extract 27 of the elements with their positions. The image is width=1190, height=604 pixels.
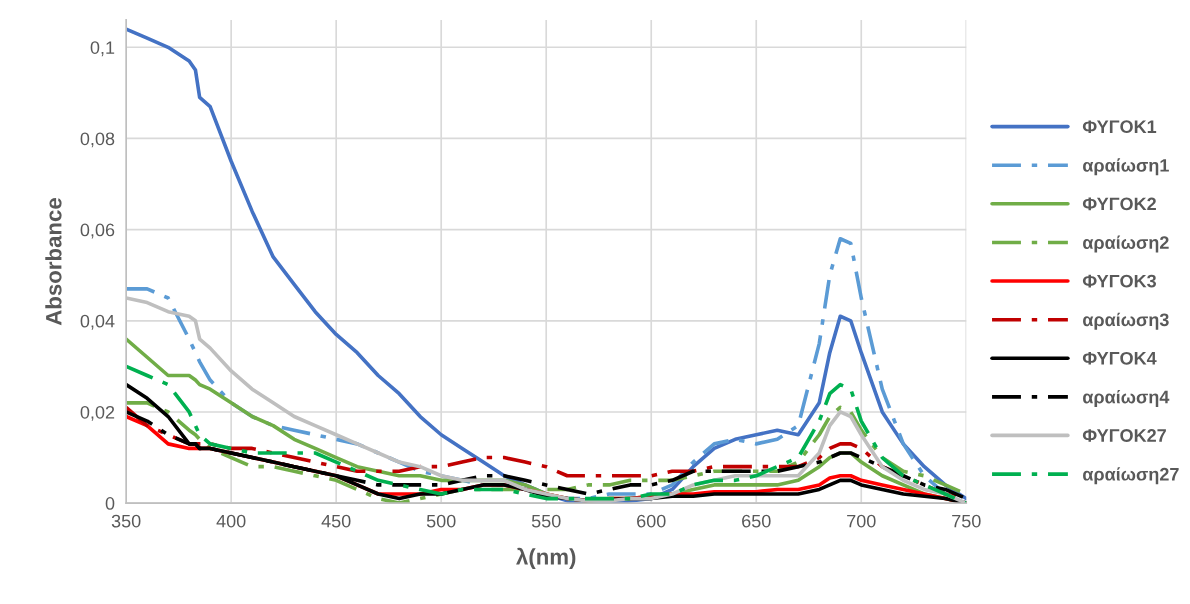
x-tick-label: 350 xyxy=(111,514,141,528)
x-tick-label: 700 xyxy=(847,514,876,528)
x-tick-label: 550 xyxy=(531,514,561,528)
legend-label: αραίωση27 xyxy=(1083,467,1179,485)
y-tick-label: 0 xyxy=(105,497,115,510)
y-tick-label: 0,04 xyxy=(80,314,115,330)
legend-label: ΦΥΓΟΚ27 xyxy=(1082,429,1166,442)
y-tick-label: 0,06 xyxy=(80,223,115,239)
x-tick-label: 400 xyxy=(216,514,246,528)
x-tick-label: 600 xyxy=(637,514,666,528)
legend-label: αραίωση2 xyxy=(1083,235,1169,253)
x-tick-label: 450 xyxy=(321,514,351,528)
legend-label: αραίωση4 xyxy=(1083,389,1170,407)
legend-label: ΦΥΓΟΚ2 xyxy=(1082,197,1156,211)
y-tick-label: 0,02 xyxy=(80,405,115,421)
y-tick-label: 0,1 xyxy=(90,41,115,57)
legend-label: αραίωση1 xyxy=(1083,158,1169,176)
x-tick-label: 650 xyxy=(742,514,771,528)
x-tick-label: 500 xyxy=(426,514,456,528)
legend-label: ΦΥΓΟΚ1 xyxy=(1082,120,1157,134)
legend-label: ΦΥΓΟΚ4 xyxy=(1082,351,1157,365)
legend-label: ΦΥΓΟΚ3 xyxy=(1082,274,1157,288)
y-tick-label: 0,08 xyxy=(80,132,115,148)
x-tick-label: 750 xyxy=(952,514,981,528)
legend-label: αραίωση3 xyxy=(1083,312,1169,330)
y-axis-title: Absorbance xyxy=(45,198,62,326)
x-axis-title: λ(nm) xyxy=(516,547,576,570)
